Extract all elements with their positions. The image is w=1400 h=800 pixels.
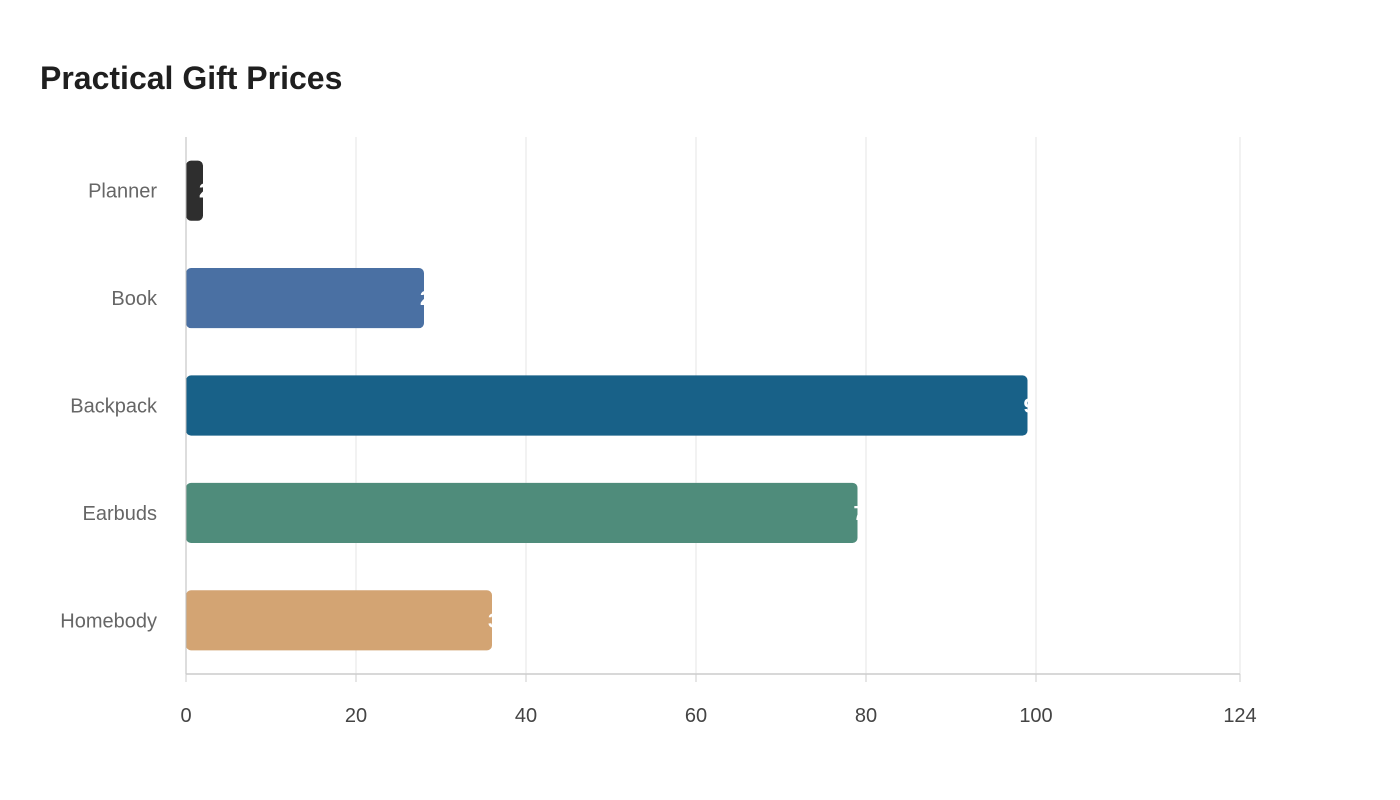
category-labels: Planner Book Backpack Earbuds Homebody (60, 181, 158, 633)
bar-book (186, 268, 424, 329)
x-tick-label: 0 (180, 705, 191, 727)
chart-title: Practical Gift Prices (40, 60, 343, 96)
category-label: Book (111, 288, 158, 310)
category-label: Homebody (60, 610, 157, 632)
bar-homebody (186, 590, 492, 651)
x-tick-label: 60 (685, 705, 707, 727)
bar-earbuds (186, 482, 858, 543)
x-tick-labels: 0 20 40 60 80 100 124 (180, 705, 1256, 727)
x-tick-label: 20 (345, 705, 367, 727)
x-tick-label: 124 (1223, 705, 1256, 727)
x-tick-label: 80 (855, 705, 877, 727)
x-tick-label: 100 (1019, 705, 1052, 727)
data-label: 99 (1024, 396, 1046, 418)
data-label: 36 (488, 610, 510, 632)
bar-planner (186, 160, 203, 221)
axes (185, 137, 1241, 682)
category-label: Earbuds (83, 503, 158, 525)
category-label: Backpack (70, 396, 158, 418)
bar-backpack (186, 375, 1028, 436)
data-label: 79 (854, 503, 876, 525)
bars: 2 28 99 79 36 (186, 160, 1046, 651)
category-label: Planner (88, 181, 157, 203)
data-label: 28 (420, 288, 442, 310)
x-tick-label: 40 (515, 705, 537, 727)
data-label: 2 (199, 181, 210, 203)
